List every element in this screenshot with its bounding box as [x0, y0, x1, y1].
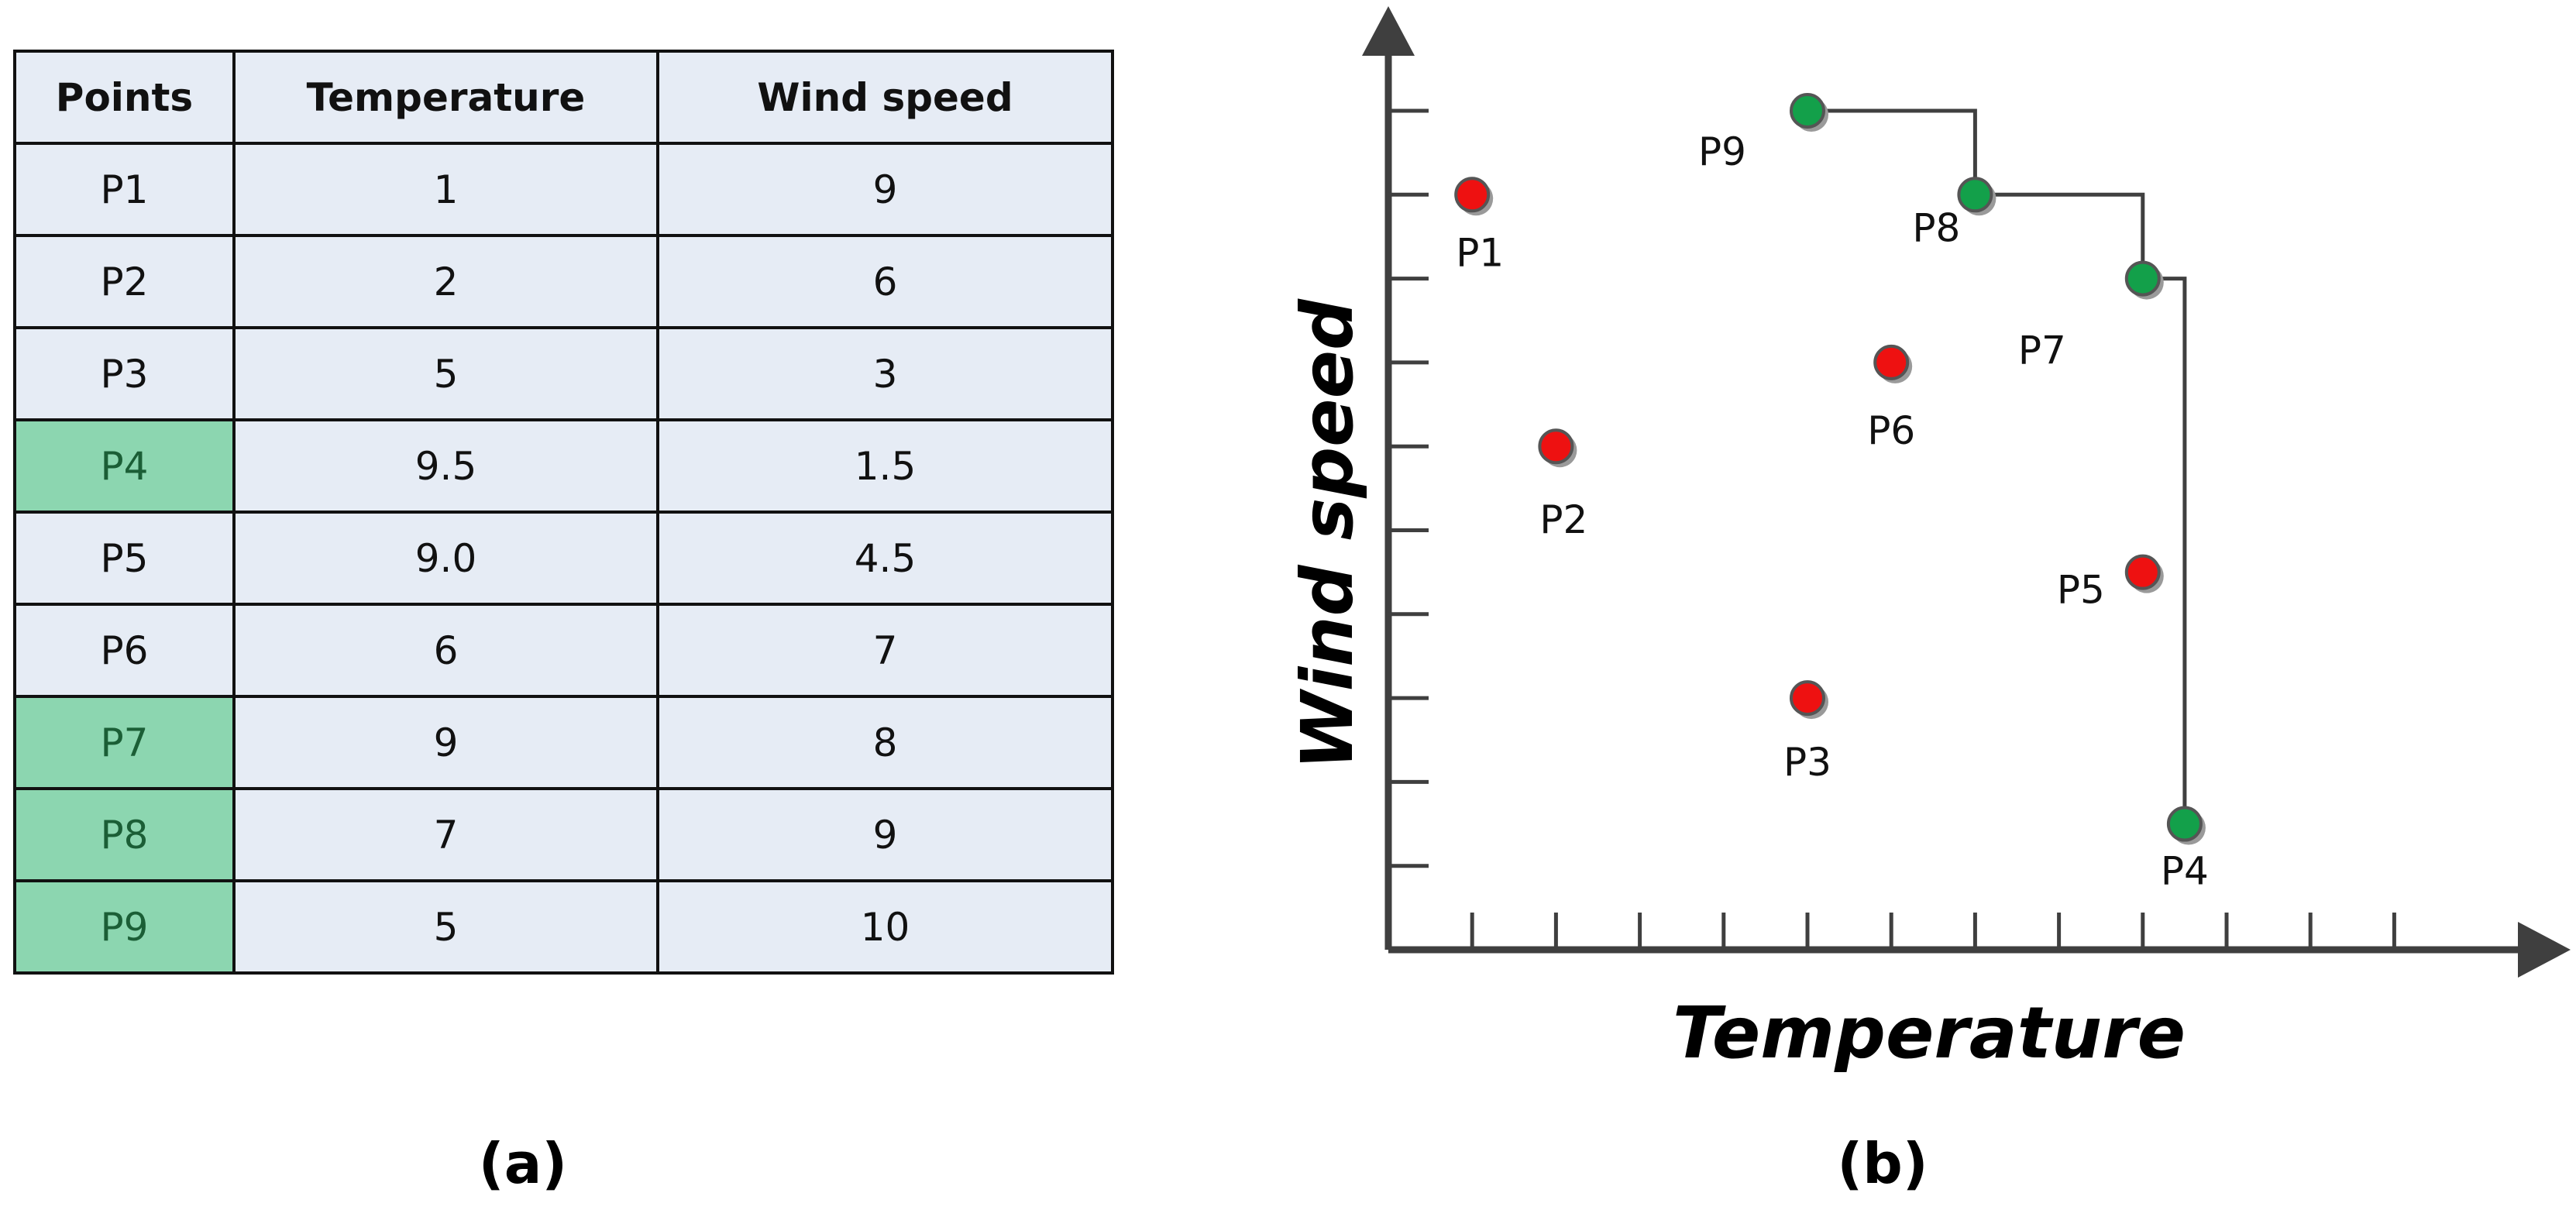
- table-row: P2 2 6: [13, 234, 1114, 329]
- table-row: P5 9.0 4.5: [13, 511, 1114, 606]
- cell-point: P8: [13, 787, 236, 882]
- cell-wind-speed: 7: [656, 603, 1114, 698]
- header-temperature: Temperature: [232, 50, 659, 145]
- table-body: P1 1 9 P2 2 6 P3 5 3 P4 9.5 1.5 P5 9.0 4.5 P6 6 7 P7 9 8 P8 7 9…: [13, 142, 1114, 975]
- point-label-p6: P6: [1867, 408, 1915, 453]
- cell-point: P2: [13, 234, 236, 329]
- cell-temperature: 9.0: [232, 511, 659, 606]
- header-points: Points: [13, 50, 236, 145]
- cell-temperature: 1: [232, 142, 659, 237]
- point-p2: [1538, 428, 1574, 465]
- point-label-p8: P8: [1912, 205, 1960, 250]
- cell-temperature: 6: [232, 603, 659, 698]
- point-label-p1: P1: [1456, 230, 1504, 275]
- point-p3: [1790, 680, 1825, 717]
- point-p5: [2124, 554, 2161, 590]
- chart-points: P1 P2 P3 P4 P5 P6 P7 P8 P9: [1454, 93, 2209, 894]
- y-axis-arrow-icon: [1362, 6, 1415, 56]
- y-axis-title: Wind speed: [1286, 298, 1369, 770]
- table-row: P7 9 8: [13, 695, 1114, 790]
- cell-temperature: 5: [232, 879, 659, 975]
- table-row: P8 7 9: [13, 787, 1114, 882]
- caption-a: (a): [478, 1131, 568, 1196]
- caption-b: (b): [1837, 1131, 1928, 1196]
- x-axis-title: Temperature: [1673, 992, 2186, 1074]
- point-p6: [1873, 344, 1910, 380]
- table-row: P1 1 9: [13, 142, 1114, 237]
- cell-point: P3: [13, 326, 236, 421]
- table-row: P9 5 10: [13, 879, 1114, 975]
- table-row: P4 9.5 1.5: [13, 418, 1114, 514]
- cell-wind-speed: 8: [656, 695, 1114, 790]
- table-header-row: Points Temperature Wind speed: [13, 50, 1114, 145]
- table-row: P3 5 3: [13, 326, 1114, 421]
- cell-point: P7: [13, 695, 236, 790]
- point-label-p3: P3: [1783, 740, 1831, 785]
- header-wind-speed: Wind speed: [656, 50, 1114, 145]
- point-p7: [2124, 260, 2161, 297]
- cell-temperature: 5: [232, 326, 659, 421]
- cell-wind-speed: 10: [656, 879, 1114, 975]
- table-row: P6 6 7: [13, 603, 1114, 698]
- x-axis-arrow-icon: [2518, 922, 2571, 978]
- pareto-front: [1807, 108, 2187, 824]
- cell-wind-speed: 9: [656, 142, 1114, 237]
- point-p1: [1454, 177, 1491, 213]
- pareto-front-line: [1807, 108, 2187, 824]
- cell-point: P1: [13, 142, 236, 237]
- cell-point: P6: [13, 603, 236, 698]
- point-p4: [2166, 806, 2203, 842]
- point-p8: [1957, 177, 1993, 213]
- cell-wind-speed: 6: [656, 234, 1114, 329]
- cell-point: P9: [13, 879, 236, 975]
- cell-point: P5: [13, 511, 236, 606]
- cell-wind-speed: 3: [656, 326, 1114, 421]
- cell-point: P4: [13, 418, 236, 514]
- chart-axes: [1362, 6, 2571, 978]
- cell-temperature: 9.5: [232, 418, 659, 514]
- cell-temperature: 2: [232, 234, 659, 329]
- point-label-p7: P7: [2018, 328, 2066, 373]
- point-label-p4: P4: [2161, 849, 2209, 894]
- cell-wind-speed: 4.5: [656, 511, 1114, 606]
- cell-wind-speed: 9: [656, 787, 1114, 882]
- cell-wind-speed: 1.5: [656, 418, 1114, 514]
- point-p9: [1790, 93, 1825, 129]
- cell-temperature: 7: [232, 787, 659, 882]
- point-label-p9: P9: [1698, 129, 1746, 174]
- point-label-p2: P2: [1539, 497, 1587, 542]
- points-table: Points Temperature Wind speed P1 1 9 P2 2 6 P3…: [13, 50, 1114, 975]
- points-table-container: Points Temperature Wind speed P1 1 9 P2 2 6 P3…: [13, 50, 1114, 975]
- point-label-p5: P5: [2057, 568, 2105, 613]
- cell-temperature: 9: [232, 695, 659, 790]
